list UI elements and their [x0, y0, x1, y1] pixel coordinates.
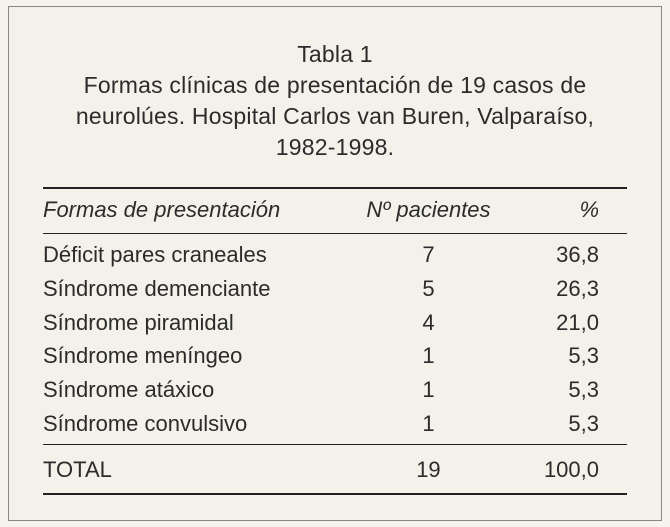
- cell-n: 4: [364, 306, 492, 340]
- caption-line-1: Formas clínicas de presentación de 19 ca…: [43, 70, 627, 101]
- total-pct: 100,0: [493, 445, 627, 493]
- clinical-forms-table: Formas de presentación Nº pacientes % Dé…: [43, 187, 627, 495]
- cell-pct: 36,8: [493, 238, 627, 272]
- table-row: Síndrome atáxico 1 5,3: [43, 373, 627, 407]
- cell-forma: Síndrome demenciante: [43, 272, 364, 306]
- cell-forma: Síndrome meníngeo: [43, 339, 364, 373]
- cell-pct: 21,0: [493, 306, 627, 340]
- caption-line-2: neurolúes. Hospital Carlos van Buren, Va…: [43, 101, 627, 132]
- table-number: Tabla 1: [43, 39, 627, 70]
- cell-forma: Síndrome atáxico: [43, 373, 364, 407]
- cell-forma: Síndrome convulsivo: [43, 407, 364, 441]
- caption-block: Tabla 1 Formas clínicas de presentación …: [43, 39, 627, 163]
- table-row: Déficit pares craneales 7 36,8: [43, 238, 627, 272]
- table-row: Síndrome demenciante 5 26,3: [43, 272, 627, 306]
- cell-pct: 26,3: [493, 272, 627, 306]
- cell-forma: Síndrome piramidal: [43, 306, 364, 340]
- caption-line-3: 1982-1998.: [43, 132, 627, 163]
- total-label: TOTAL: [43, 445, 364, 493]
- rule-bottom: [43, 493, 627, 495]
- col-header-forma: Formas de presentación: [43, 189, 364, 233]
- total-n: 19: [364, 445, 492, 493]
- cell-n: 1: [364, 339, 492, 373]
- table-header-row: Formas de presentación Nº pacientes %: [43, 189, 627, 233]
- col-header-pct: %: [493, 189, 627, 233]
- table-row: Síndrome meníngeo 1 5,3: [43, 339, 627, 373]
- table-total-row: TOTAL 19 100,0: [43, 445, 627, 493]
- cell-pct: 5,3: [493, 373, 627, 407]
- table-row: Síndrome piramidal 4 21,0: [43, 306, 627, 340]
- table-row: Síndrome convulsivo 1 5,3: [43, 407, 627, 441]
- col-header-n: Nº pacientes: [364, 189, 492, 233]
- cell-pct: 5,3: [493, 339, 627, 373]
- cell-forma: Déficit pares craneales: [43, 238, 364, 272]
- table-card: Tabla 1 Formas clínicas de presentación …: [8, 6, 662, 521]
- cell-n: 1: [364, 407, 492, 441]
- cell-n: 1: [364, 373, 492, 407]
- cell-pct: 5,3: [493, 407, 627, 441]
- cell-n: 5: [364, 272, 492, 306]
- cell-n: 7: [364, 238, 492, 272]
